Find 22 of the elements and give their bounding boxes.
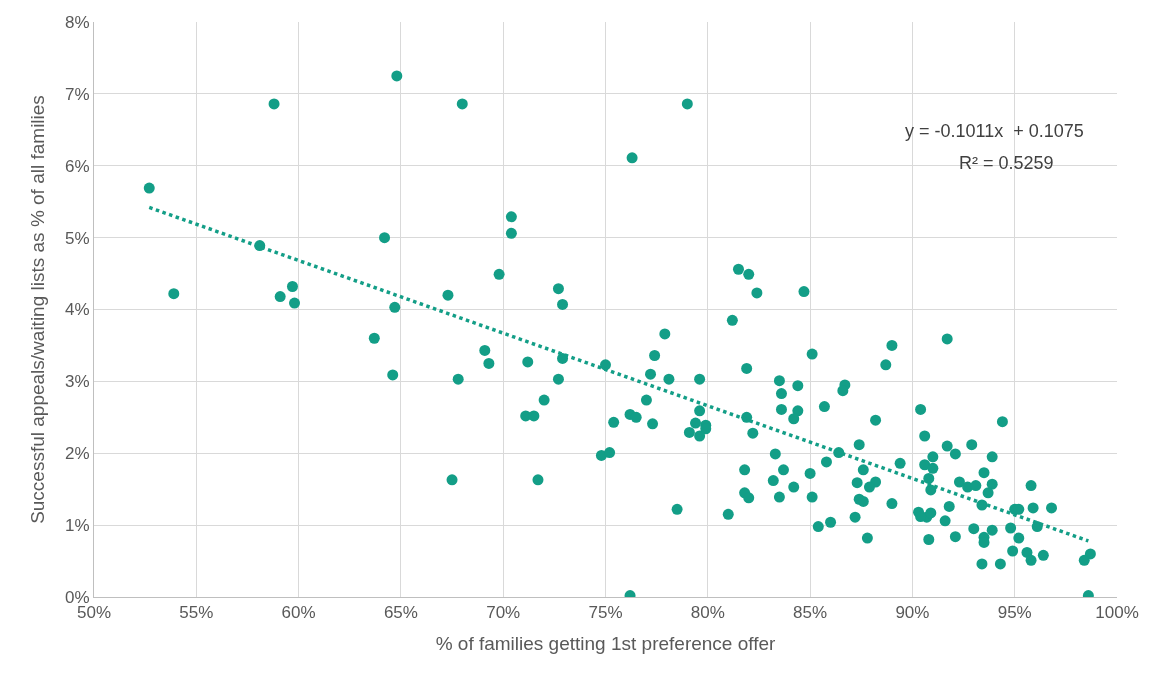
x-tick-label: 75% bbox=[588, 603, 623, 623]
x-tick-label: 60% bbox=[281, 603, 316, 623]
x-tick-label: 85% bbox=[793, 603, 828, 623]
y-tick-label: 5% bbox=[65, 228, 90, 248]
annotation: y = -0.1011x + 0.1075 bbox=[905, 121, 1084, 141]
x-axis-title: % of families getting 1st preference offer bbox=[435, 633, 777, 655]
x-tick-label: 70% bbox=[486, 603, 521, 623]
y-tick-label: 1% bbox=[65, 516, 90, 536]
y-tick-label: 6% bbox=[65, 156, 90, 176]
y-tick-label: 2% bbox=[65, 444, 90, 464]
x-tick-label: 90% bbox=[895, 603, 930, 623]
x-tick-label: 80% bbox=[690, 603, 725, 623]
annotation: R² = 0.5259 bbox=[959, 153, 1054, 173]
y-tick-label: 3% bbox=[65, 372, 90, 392]
y-axis-title: Successful appeals/waiting lists as % of all families bbox=[26, 95, 48, 524]
x-tick-label: 65% bbox=[383, 603, 418, 623]
x-tick-label: 55% bbox=[179, 603, 214, 623]
y-tick-label: 7% bbox=[65, 84, 90, 104]
y-tick-label: 4% bbox=[65, 300, 90, 320]
x-tick-label: 100% bbox=[1095, 603, 1139, 623]
x-tick-label: 95% bbox=[997, 603, 1032, 623]
y-tick-label: 8% bbox=[65, 12, 90, 32]
